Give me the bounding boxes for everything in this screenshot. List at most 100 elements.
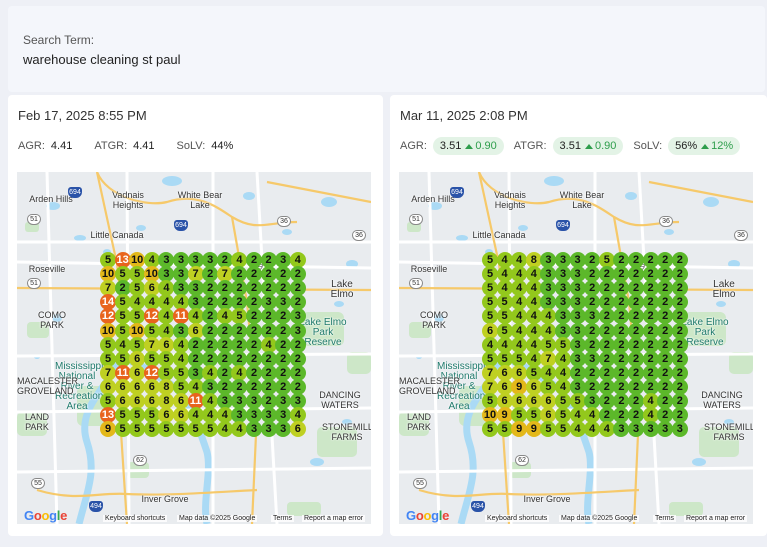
rank-cell[interactable]: 2: [598, 336, 615, 353]
rank-cell[interactable]: 5: [231, 308, 248, 325]
rank-cell[interactable]: 3: [260, 407, 277, 424]
rank-cell[interactable]: 3: [275, 252, 292, 268]
rank-cell[interactable]: 4: [496, 252, 513, 268]
rank-cell[interactable]: 2: [613, 378, 630, 395]
rank-cell[interactable]: 5: [482, 421, 498, 438]
rank-cell[interactable]: 2: [187, 350, 204, 367]
rank-cell[interactable]: 4: [525, 294, 542, 311]
rank-cell[interactable]: 3: [584, 308, 601, 325]
rank-cell[interactable]: 2: [598, 280, 615, 297]
map-footer-data[interactable]: Map data ©2025 Google: [177, 515, 258, 522]
rank-cell[interactable]: 2: [202, 336, 219, 353]
rank-cell[interactable]: 2: [275, 364, 292, 381]
rank-grid-map[interactable]: Arden Hills Vadnais Heights White Bear Lak…: [399, 172, 753, 524]
rank-cell[interactable]: 2: [628, 280, 644, 297]
rank-cell[interactable]: 7: [100, 280, 116, 297]
rank-cell[interactable]: 2: [613, 336, 630, 353]
rank-cell[interactable]: 4: [216, 421, 233, 438]
rank-cell[interactable]: 4: [202, 407, 219, 424]
rank-cell[interactable]: 2: [657, 336, 674, 353]
rank-cell[interactable]: 5: [100, 393, 116, 409]
rank-cell[interactable]: 4: [187, 378, 204, 395]
rank-cell[interactable]: 5: [114, 350, 131, 367]
rank-cell[interactable]: 2: [628, 294, 644, 311]
rank-cell[interactable]: 4: [496, 280, 513, 297]
rank-cell[interactable]: 2: [289, 266, 306, 283]
rank-cell[interactable]: 2: [598, 407, 615, 424]
rank-cell[interactable]: 4: [216, 407, 233, 424]
rank-cell[interactable]: 6: [511, 364, 528, 381]
rank-cell[interactable]: 2: [671, 252, 688, 268]
rank-cell[interactable]: 3: [569, 378, 586, 395]
rank-cell[interactable]: 2: [628, 308, 644, 325]
rank-cell[interactable]: 2: [231, 336, 248, 353]
rank-cell[interactable]: 2: [216, 280, 233, 297]
rank-cell[interactable]: 2: [246, 336, 262, 353]
rank-cell[interactable]: 5: [555, 407, 571, 424]
rank-cell[interactable]: 4: [598, 421, 615, 438]
rank-cell[interactable]: 3: [555, 294, 571, 311]
rank-cell[interactable]: 10: [100, 266, 116, 283]
rank-cell[interactable]: 2: [231, 266, 248, 283]
rank-cell[interactable]: 2: [275, 322, 292, 339]
rank-cell[interactable]: 4: [173, 294, 189, 311]
rank-cell[interactable]: 11: [114, 364, 131, 381]
rank-cell[interactable]: 2: [246, 280, 262, 297]
rank-cell[interactable]: 5: [129, 308, 146, 325]
rank-cell[interactable]: 6: [129, 364, 146, 381]
rank-cell[interactable]: 4: [525, 308, 542, 325]
rank-cell[interactable]: 2: [260, 350, 277, 367]
rank-cell[interactable]: 2: [642, 308, 659, 325]
rank-cell[interactable]: 6: [173, 393, 189, 409]
rank-cell[interactable]: 4: [158, 294, 175, 311]
rank-cell[interactable]: 3: [289, 393, 306, 409]
rank-cell[interactable]: 5: [129, 336, 146, 353]
rank-cell[interactable]: 3: [289, 308, 306, 325]
rank-cell[interactable]: 3: [275, 294, 292, 311]
rank-cell[interactable]: 3: [173, 280, 189, 297]
rank-cell[interactable]: 2: [657, 378, 674, 395]
rank-cell[interactable]: 2: [216, 322, 233, 339]
rank-cell[interactable]: 2: [598, 378, 615, 395]
rank-cell[interactable]: 10: [100, 322, 116, 339]
rank-cell[interactable]: 2: [289, 336, 306, 353]
rank-cell[interactable]: 5: [114, 407, 131, 424]
rank-cell[interactable]: 2: [613, 294, 630, 311]
rank-cell[interactable]: 3: [657, 421, 674, 438]
rank-cell[interactable]: 3: [569, 308, 586, 325]
rank-cell[interactable]: 5: [202, 421, 219, 438]
rank-cell[interactable]: 7: [216, 266, 233, 283]
rank-cell[interactable]: 2: [657, 252, 674, 268]
rank-cell[interactable]: 2: [628, 322, 644, 339]
rank-cell[interactable]: 3: [173, 322, 189, 339]
rank-cell[interactable]: 2: [260, 252, 277, 268]
rank-cell[interactable]: 6: [540, 393, 557, 409]
rank-cell[interactable]: 2: [231, 350, 248, 367]
rank-cell[interactable]: 3: [216, 393, 233, 409]
map-footer-shortcuts[interactable]: Keyboard shortcuts: [103, 515, 168, 522]
rank-cell[interactable]: 5: [143, 421, 160, 438]
rank-cell[interactable]: 3: [555, 252, 571, 268]
rank-cell[interactable]: 3: [158, 266, 175, 283]
rank-cell[interactable]: 2: [598, 266, 615, 283]
rank-cell[interactable]: 4: [584, 421, 601, 438]
rank-cell[interactable]: 4: [289, 252, 306, 268]
rank-cell[interactable]: 4: [511, 266, 528, 283]
rank-cell[interactable]: 2: [275, 266, 292, 283]
rank-cell[interactable]: 6: [496, 378, 513, 395]
rank-cell[interactable]: 2: [584, 322, 601, 339]
rank-cell[interactable]: 5: [555, 421, 571, 438]
rank-cell[interactable]: 2: [216, 350, 233, 367]
rank-cell[interactable]: 2: [260, 308, 277, 325]
rank-cell[interactable]: 3: [187, 280, 204, 297]
rank-cell[interactable]: 2: [598, 364, 615, 381]
rank-cell[interactable]: 3: [202, 252, 219, 268]
rank-cell[interactable]: 5: [555, 393, 571, 409]
rank-cell[interactable]: 2: [202, 280, 219, 297]
rank-cell[interactable]: 10: [482, 407, 498, 424]
rank-cell[interactable]: 4: [525, 280, 542, 297]
rank-cell[interactable]: 2: [671, 364, 688, 381]
rank-cell[interactable]: 2: [598, 393, 615, 409]
rank-cell[interactable]: 2: [584, 266, 601, 283]
rank-cell[interactable]: 5: [482, 308, 498, 325]
